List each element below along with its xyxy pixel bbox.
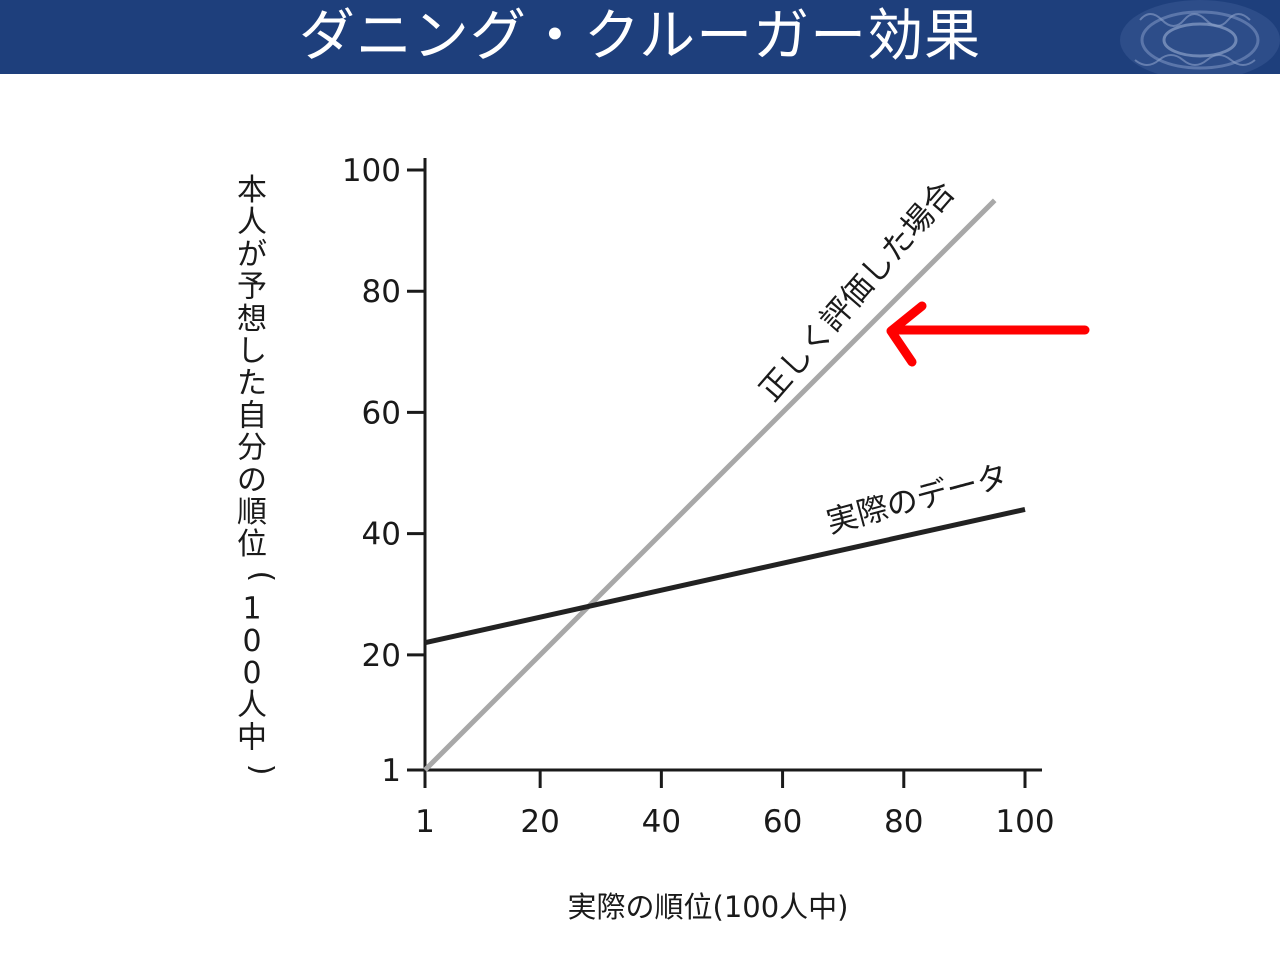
y-tick-label: 80 [362,274,401,310]
series-line-ideal [423,198,997,772]
y-axis-label-char: 位 [237,527,267,562]
series-label-actual: 実際のデータ [823,458,1012,541]
x-axis-label: 実際の順位(100人中) [568,890,849,924]
x-tick-label: 1 [415,804,435,840]
y-axis-label-char: の [237,463,267,498]
y-axis-label-char: 本 [237,173,267,208]
x-tick-label: 20 [520,804,559,840]
y-tick-label: 20 [362,638,401,674]
y-axis-label-char: 0 [242,624,261,659]
y-axis-label-char: た [237,366,267,401]
red-arrow-icon [886,301,1090,367]
x-tick-label: 80 [884,804,923,840]
y-tick-label: 40 [362,517,401,553]
y-axis-label-char: 人 [237,688,267,723]
x-tick-label: 100 [995,804,1054,840]
y-axis-label-char: 1 [242,592,261,627]
y-axis-label-char: 分 [237,431,267,466]
y-axis-label-char: 想 [237,302,267,337]
y-axis-label-char: し [237,334,267,369]
y-axis-label-char: ( [244,571,279,583]
slide-title: ダニング・クルーガー効果 [298,4,982,69]
x-tick-label: 60 [763,804,802,840]
series-line-actual [424,506,1026,646]
ornament-logo [1120,0,1280,74]
y-axis-label-char: が [237,237,267,272]
y-axis-label-char: 人 [237,205,267,240]
y-tick-label: 1 [381,753,401,789]
y-tick-label: 60 [362,395,401,431]
y-axis-label-char: 順 [237,495,267,530]
x-tick-label: 40 [642,804,681,840]
y-axis-label-char: 中 [237,720,267,755]
series-label-ideal: 正しく評価した場合 [752,174,962,408]
y-axis-label-char: 自 [237,398,267,433]
y-axis-label-char: 予 [237,270,267,305]
slide-header: ダニング・クルーガー効果 [0,0,1280,74]
y-axis-label-char: 0 [242,656,261,691]
y-axis-label-char: ) [244,764,279,776]
y-tick-label: 100 [342,153,401,189]
